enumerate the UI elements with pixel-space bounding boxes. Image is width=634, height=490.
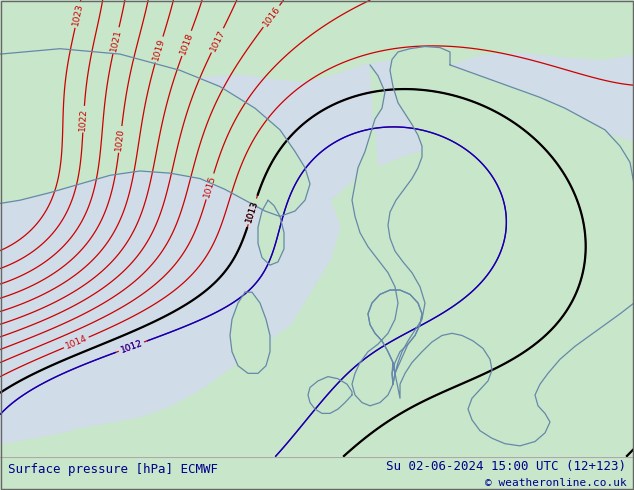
Polygon shape bbox=[368, 47, 634, 446]
Polygon shape bbox=[0, 151, 340, 443]
Polygon shape bbox=[230, 292, 270, 373]
Polygon shape bbox=[260, 0, 460, 24]
Polygon shape bbox=[352, 65, 422, 406]
Text: 1021: 1021 bbox=[109, 28, 123, 52]
Text: 1020: 1020 bbox=[115, 127, 126, 151]
Text: Surface pressure [hPa] ECMWF: Surface pressure [hPa] ECMWF bbox=[8, 463, 217, 476]
Polygon shape bbox=[258, 200, 284, 265]
Polygon shape bbox=[308, 377, 352, 414]
Text: 1018: 1018 bbox=[178, 31, 195, 56]
Text: 1019: 1019 bbox=[152, 37, 167, 62]
Polygon shape bbox=[0, 0, 634, 200]
Text: 1017: 1017 bbox=[209, 28, 226, 52]
Text: 1012: 1012 bbox=[119, 339, 144, 355]
Text: 1016: 1016 bbox=[261, 4, 282, 28]
Polygon shape bbox=[0, 0, 634, 84]
Text: 1013: 1013 bbox=[245, 199, 260, 224]
Text: 1023: 1023 bbox=[71, 2, 84, 27]
Text: Su 02-06-2024 15:00 UTC (12+123): Su 02-06-2024 15:00 UTC (12+123) bbox=[386, 460, 626, 472]
Polygon shape bbox=[0, 49, 310, 217]
Text: 1015: 1015 bbox=[202, 174, 217, 199]
Text: © weatheronline.co.uk: © weatheronline.co.uk bbox=[484, 478, 626, 489]
Text: 1012: 1012 bbox=[119, 339, 144, 355]
Text: 1014: 1014 bbox=[64, 334, 89, 351]
Text: 1022: 1022 bbox=[79, 108, 89, 131]
Text: 1013: 1013 bbox=[245, 199, 260, 224]
